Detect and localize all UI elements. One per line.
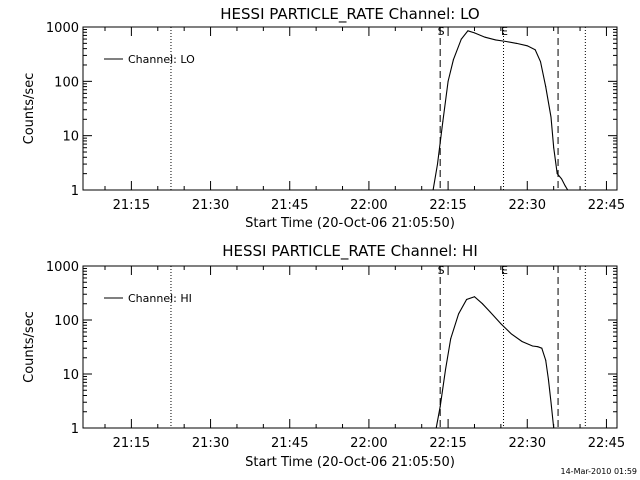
y-tick-label: 100 <box>54 75 79 90</box>
x-tick-label: 22:30 <box>509 198 546 213</box>
data-point <box>452 59 454 61</box>
data-point <box>537 346 539 348</box>
data-point <box>484 36 486 38</box>
data-point <box>556 173 558 175</box>
footer-date: 14-Mar-2010 01:59 <box>561 467 638 476</box>
x-tick-label: 22:30 <box>509 436 546 451</box>
y-axis-label: Counts/sec <box>22 73 37 145</box>
data-point <box>473 296 475 298</box>
marker-label-e: E <box>501 25 508 38</box>
data-point <box>550 116 552 118</box>
x-tick-label: 22:45 <box>588 436 625 451</box>
plot-frame <box>82 265 618 429</box>
data-point <box>545 86 547 88</box>
y-tick-label: 1000 <box>46 21 79 36</box>
x-tick-label: 22:00 <box>350 436 387 451</box>
x-tick-label: 21:45 <box>271 436 308 451</box>
y-tick-label: 10 <box>62 368 79 383</box>
data-point <box>450 338 452 340</box>
data-point <box>547 378 549 380</box>
marker-label-s: S <box>438 25 445 38</box>
data-point <box>561 178 563 180</box>
x-tick-label: 22:45 <box>588 198 625 213</box>
data-point <box>545 359 547 361</box>
data-point <box>505 41 507 43</box>
data-point <box>439 406 441 408</box>
data-point <box>553 427 555 429</box>
data-point <box>481 303 483 305</box>
data-point <box>447 80 449 82</box>
data-point <box>526 45 528 47</box>
data-point <box>466 298 468 300</box>
x-tick-label: 22:15 <box>429 198 466 213</box>
data-point <box>473 32 475 34</box>
x-tick-label: 21:15 <box>113 198 150 213</box>
data-point <box>437 163 439 165</box>
data-point <box>500 323 502 325</box>
series-line-1 <box>432 30 569 191</box>
chart-panel-1: HESSI PARTICLE_RATE Channel: LO 1 10 100 100… <box>22 5 625 231</box>
y-axis-label: Counts/sec <box>22 311 37 383</box>
y-tick-label: 1 <box>71 184 79 199</box>
x-tick-label: 21:30 <box>192 436 229 451</box>
data-point <box>458 313 460 315</box>
x-tick-label: 22:00 <box>350 198 387 213</box>
data-point <box>495 39 497 41</box>
x-axis-label: Start Time (20-Oct-06 21:05:50) <box>245 455 455 470</box>
chart-panel-2: HESSI PARTICLE_RATE Channel: HI 1 10 100 100… <box>22 242 625 470</box>
data-point <box>435 427 437 429</box>
x-tick-label: 21:30 <box>192 198 229 213</box>
plot-frame <box>82 26 618 191</box>
data-point <box>564 185 566 187</box>
data-point <box>534 49 536 51</box>
legend-label: Channel: LO <box>128 53 195 66</box>
data-point <box>553 147 555 149</box>
chart-title: HESSI PARTICLE_RATE Channel: HI <box>222 242 478 261</box>
data-point <box>550 401 552 403</box>
data-point <box>510 333 512 335</box>
data-point <box>460 38 462 40</box>
data-point <box>567 189 569 191</box>
x-tick-label: 22:15 <box>429 436 466 451</box>
series-line-1 <box>435 296 555 429</box>
data-point <box>444 369 446 371</box>
data-point <box>467 30 469 32</box>
data-point <box>521 340 523 342</box>
y-tick-label: 1000 <box>46 260 79 275</box>
legend-label: Channel: HI <box>128 292 192 305</box>
data-point <box>489 311 491 313</box>
marker-label-e: E <box>501 264 508 277</box>
data-point <box>532 345 534 347</box>
data-point <box>432 189 434 191</box>
y-tick-label: 1 <box>71 422 79 437</box>
y-tick-label: 10 <box>62 130 79 145</box>
data-point <box>541 347 543 349</box>
y-tick-label: 100 <box>54 314 79 329</box>
x-tick-label: 21:15 <box>113 436 150 451</box>
x-tick-label: 21:45 <box>271 198 308 213</box>
data-point <box>442 121 444 123</box>
marker-label-s: S <box>438 264 445 277</box>
data-point <box>539 61 541 63</box>
chart-title: HESSI PARTICLE_RATE Channel: LO <box>220 5 479 24</box>
data-point <box>516 42 518 44</box>
x-axis-label: Start Time (20-Oct-06 21:05:50) <box>245 216 455 231</box>
